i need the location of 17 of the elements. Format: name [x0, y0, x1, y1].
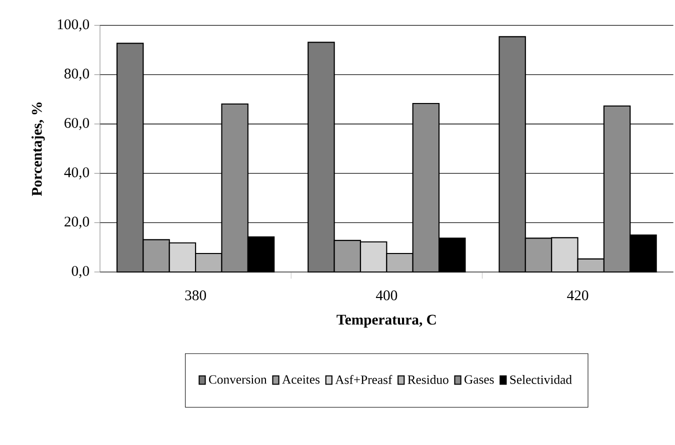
x-tick-label: 420	[567, 290, 588, 300]
y-tick-label: 0,0	[72, 266, 90, 278]
y-axis-title: Porcentajes, %	[32, 102, 45, 196]
x-tick-label: 380	[185, 290, 206, 300]
x-tick-label: 400	[376, 290, 398, 300]
legend-label: Conversion	[208, 375, 267, 384]
legend-label: Selectividad	[510, 375, 572, 384]
legend-label: Asf+Preasf	[335, 374, 392, 384]
y-tick-label: 80,0	[64, 68, 90, 81]
y-tick-label: 20,0	[64, 216, 90, 229]
y-tick-label: 100,0	[58, 19, 90, 32]
y-tick-label: 40,0	[64, 167, 90, 180]
y-tick-label: 60,0	[64, 118, 90, 130]
legend-label: Gases	[464, 375, 494, 384]
x-axis-title: Temperatura, C	[336, 314, 436, 328]
legend-label: Residuo	[408, 375, 448, 384]
legend-label: Aceites	[282, 375, 320, 384]
